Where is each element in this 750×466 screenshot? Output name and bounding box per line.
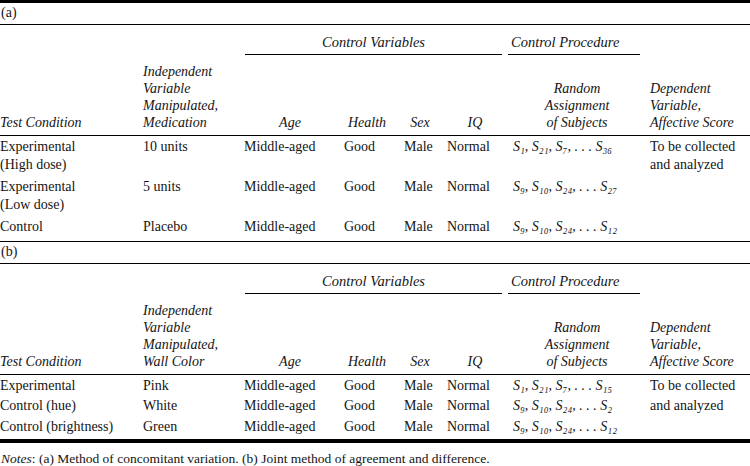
header-random-assignment: Random Assignment of Subjects	[508, 55, 646, 136]
cell-test-condition: Experimental (High dose)	[0, 136, 140, 177]
panel-a-table: Control Variables Control Procedure Test…	[0, 25, 750, 242]
cell-sex: Male	[398, 416, 442, 437]
cell-subjects: S₁, S₂₁, S₇, . . . S₃₆	[508, 136, 646, 177]
table-row: Control (hue) White Middle-aged Good Mal…	[0, 395, 750, 416]
control-procedure-label: Control Procedure	[508, 273, 640, 294]
panel-b-header-row: Test Condition Independent Variable Mani…	[0, 294, 750, 375]
table-row: Experimental (High dose) 10 units Middle…	[0, 136, 750, 177]
empty-cell	[646, 264, 750, 294]
cell-dependent-variable	[646, 176, 750, 216]
cell-iq: Normal	[442, 374, 508, 395]
header-age: Age	[244, 55, 336, 136]
header-sex: Sex	[398, 294, 442, 375]
header-health: Health	[336, 294, 398, 375]
cell-iq: Normal	[442, 216, 508, 241]
cell-subjects: S₁, S₂₁, S₇, . . . S₁₅	[508, 374, 646, 395]
cell-dependent-variable: To be collected	[646, 374, 750, 395]
empty-cell	[646, 25, 750, 55]
cell-iq: Normal	[442, 136, 508, 177]
header-test-condition: Test Condition	[0, 55, 140, 136]
cell-health: Good	[336, 136, 398, 177]
cell-sex: Male	[398, 374, 442, 395]
notes-text: : (a) Method of concomitant variation. (…	[32, 451, 490, 466]
cell-dependent-variable	[646, 416, 750, 437]
cell-sex: Male	[398, 216, 442, 241]
control-procedure-spanner: Control Procedure	[508, 264, 646, 294]
cell-age: Middle-aged	[244, 216, 336, 241]
cell-health: Good	[336, 416, 398, 437]
header-age: Age	[244, 294, 336, 375]
cell-health: Good	[336, 374, 398, 395]
header-sex: Sex	[398, 55, 442, 136]
cell-age: Middle-aged	[244, 136, 336, 177]
cell-iq: Normal	[442, 416, 508, 437]
cell-sex: Male	[398, 395, 442, 416]
panel-b-spanner-row: Control Variables Control Procedure	[0, 264, 750, 294]
cell-sex: Male	[398, 136, 442, 177]
cell-subjects: S₉, S₁₀, S₂₄, . . . S₂	[508, 395, 646, 416]
control-variables-label: Control Variables	[245, 34, 502, 55]
cell-test-condition: Experimental	[0, 374, 140, 395]
panel-a-label: (a)	[0, 3, 750, 24]
cell-subjects: S₉, S₁₀, S₂₄, . . . S₁₂	[508, 216, 646, 241]
cell-independent-variable: 5 units	[140, 176, 244, 216]
control-procedure-spanner: Control Procedure	[508, 25, 646, 55]
cell-age: Middle-aged	[244, 176, 336, 216]
header-independent-variable: Independent Variable Manipulated, Medica…	[140, 55, 244, 136]
panel-b-label: (b)	[0, 242, 750, 263]
cell-health: Good	[336, 395, 398, 416]
cell-age: Middle-aged	[244, 416, 336, 437]
cell-test-condition: Control	[0, 216, 140, 241]
cell-age: Middle-aged	[244, 374, 336, 395]
panel-a-header-row: Test Condition Independent Variable Mani…	[0, 55, 750, 136]
header-dependent-variable: Dependent Variable, Affective Score	[646, 55, 750, 136]
table-row: Control Placebo Middle-aged Good Male No…	[0, 216, 750, 241]
header-dependent-variable: Dependent Variable, Affective Score	[646, 294, 750, 375]
cell-independent-variable: Green	[140, 416, 244, 437]
cell-independent-variable: Placebo	[140, 216, 244, 241]
control-variables-spanner: Control Variables	[244, 25, 508, 55]
table-notes: Notes: (a) Method of concomitant variati…	[0, 443, 750, 466]
notes-label: Notes	[1, 451, 32, 466]
header-test-condition: Test Condition	[0, 294, 140, 375]
table-row: Experimental Pink Middle-aged Good Male …	[0, 374, 750, 395]
cell-test-condition: Experimental (Low dose)	[0, 176, 140, 216]
cell-subjects: S₉, S₁₀, S₂₄, . . . S₁₂	[508, 416, 646, 437]
empty-cell	[0, 25, 244, 55]
control-procedure-label: Control Procedure	[508, 34, 640, 55]
empty-cell	[0, 264, 244, 294]
table-page: (a) Control Variables Control Procedure …	[0, 0, 750, 466]
cell-independent-variable: Pink	[140, 374, 244, 395]
cell-health: Good	[336, 176, 398, 216]
cell-iq: Normal	[442, 176, 508, 216]
panel-a-spanner-row: Control Variables Control Procedure	[0, 25, 750, 55]
control-variables-spanner: Control Variables	[244, 264, 508, 294]
cell-dependent-variable	[646, 216, 750, 241]
cell-dependent-variable: and analyzed	[646, 395, 750, 416]
panel-b-table: Control Variables Control Procedure Test…	[0, 264, 750, 437]
cell-sex: Male	[398, 176, 442, 216]
cell-independent-variable: 10 units	[140, 136, 244, 177]
header-random-assignment: Random Assignment of Subjects	[508, 294, 646, 375]
table-row: Control (brightness) Green Middle-aged G…	[0, 416, 750, 437]
header-independent-variable: Independent Variable Manipulated, Wall C…	[140, 294, 244, 375]
cell-test-condition: Control (brightness)	[0, 416, 140, 437]
cell-independent-variable: White	[140, 395, 244, 416]
control-variables-label: Control Variables	[245, 273, 502, 294]
header-iq: IQ	[442, 294, 508, 375]
cell-iq: Normal	[442, 395, 508, 416]
header-iq: IQ	[442, 55, 508, 136]
cell-age: Middle-aged	[244, 395, 336, 416]
cell-health: Good	[336, 216, 398, 241]
header-health: Health	[336, 55, 398, 136]
cell-subjects: S₉, S₁₀, S₂₄, . . . S₂₇	[508, 176, 646, 216]
cell-dependent-variable: To be collected and analyzed	[646, 136, 750, 177]
cell-test-condition: Control (hue)	[0, 395, 140, 416]
table-row: Experimental (Low dose) 5 units Middle-a…	[0, 176, 750, 216]
